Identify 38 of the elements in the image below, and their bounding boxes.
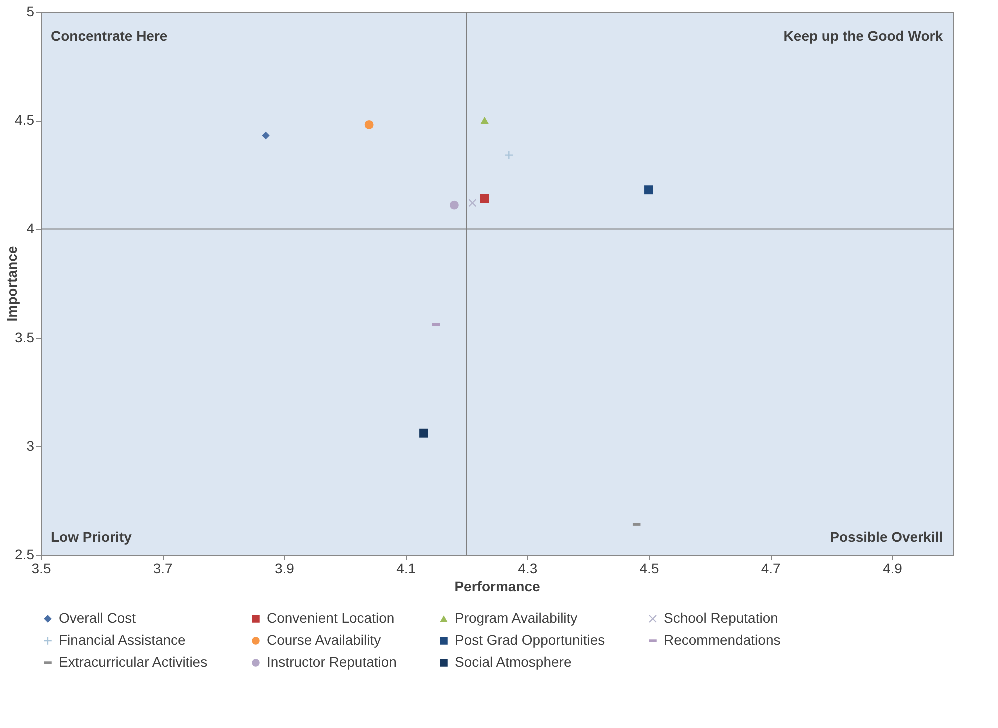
y-tick-label: 5 <box>26 4 35 20</box>
annotation: Possible Overkill <box>830 529 943 545</box>
y-tick-label: 4 <box>26 220 35 237</box>
annotation: Concentrate Here <box>51 28 168 44</box>
legend-label: School Reputation <box>664 610 778 626</box>
x-tick-label: 4.5 <box>640 560 660 576</box>
legend-label: Post Grad Opportunities <box>455 632 606 648</box>
point <box>480 194 490 204</box>
y-tick-label: 4.5 <box>15 112 35 128</box>
x-axis-title: Performance <box>454 578 541 594</box>
x-tick-label: 3.9 <box>274 560 295 576</box>
annotation: Keep up the Good Work <box>784 28 944 44</box>
point <box>364 120 374 130</box>
legend-label: Overall Cost <box>59 610 136 626</box>
point <box>480 116 490 124</box>
point <box>450 200 459 210</box>
point <box>420 428 429 438</box>
x-tick-label: 4.3 <box>518 560 538 576</box>
x-tick-label: 4.9 <box>882 560 903 576</box>
y-tick-label: 3.5 <box>15 329 35 346</box>
y-tick-label: 3 <box>26 438 35 454</box>
point <box>262 132 270 140</box>
legend-label: Extracurricular Activities <box>59 654 208 670</box>
legend-label: Financial Assistance <box>59 632 186 648</box>
legend-label: Social Atmosphere <box>455 654 572 670</box>
x-tick-label: 3.7 <box>153 560 174 576</box>
legend-label: Instructor Reputation <box>267 654 397 670</box>
y-tick-label: 2.5 <box>15 546 35 562</box>
x-tick-label: 4.1 <box>396 560 416 576</box>
point <box>468 199 477 208</box>
point <box>644 186 654 195</box>
legend-label: Convenient Location <box>267 610 395 626</box>
annotation: Low Priority <box>51 529 132 545</box>
legend-label: Recommendations <box>664 632 781 648</box>
legend-label: Course Availability <box>267 632 382 648</box>
x-tick-label: 4.7 <box>761 560 782 576</box>
y-axis-title: Importance <box>4 246 20 322</box>
legend-label: Program Availability <box>455 610 578 626</box>
